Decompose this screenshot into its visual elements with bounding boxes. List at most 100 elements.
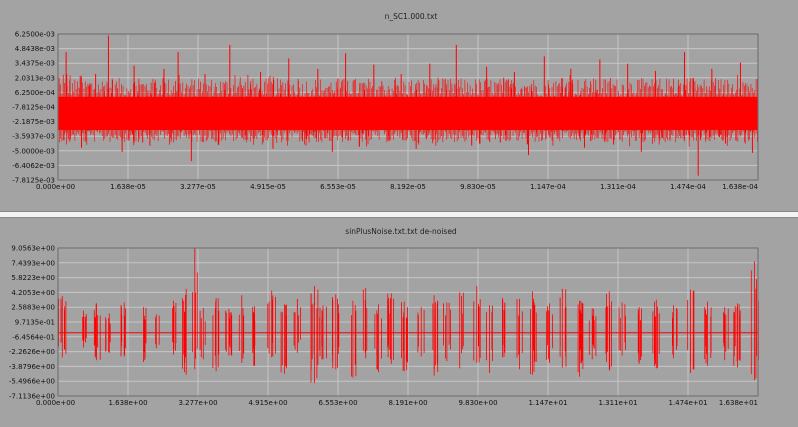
x-tick-label: 1.311e-04 [600,183,636,191]
series-burst [58,296,67,358]
y-tick-label: -7.8125e-04 [12,104,55,112]
series-burst [143,307,147,362]
x-tick-label: 9.830e+00 [458,399,497,407]
series-burst [199,308,206,360]
series-burst [293,298,301,353]
series-burst [723,307,729,361]
series-burst [351,300,357,378]
series-burst [637,307,642,364]
x-tick-label: 6.553e-05 [320,183,356,191]
series-burst [417,307,425,357]
series-burst [362,287,368,359]
series-burst [733,303,741,368]
series-burst [502,297,506,358]
top-chart-panel: n_SC1.000.txt 6.2500e-03 4.8438e-03 3.4375… [0,0,798,211]
x-tick-label: 8.191e+00 [388,399,427,407]
series-burst [319,305,327,360]
series-burst [82,310,87,348]
x-tick-label: 1.147e-04 [530,183,566,191]
y-tick-label: -3.8796e+00 [9,363,55,371]
series-burst [332,294,340,370]
y-tick-label: 9.7135e-01 [15,319,55,327]
y-tick-label: 2.0313e-03 [15,74,55,82]
series-burst [473,286,481,363]
series-burst [105,313,111,353]
series-burst [652,299,660,369]
x-tick-label: 1.638e+00 [108,399,147,407]
x-tick-label: 1.311e+01 [598,399,637,407]
series-burst [374,304,382,373]
bottom-chart-title: sinPlusNoise.txt.txt de-noised [345,227,457,236]
y-tick-label: -6.4062e-03 [12,162,55,170]
series-burst [93,303,101,361]
series-burst [559,288,567,368]
x-tick-label: 1.638e-05 [110,183,146,191]
series-burst [387,293,394,364]
x-tick-label: 3.277e+00 [178,399,217,407]
series-burst [267,290,276,358]
top-chart-title: n_SC1.000.txt [385,12,438,21]
x-tick-label: 0.000e+00 [36,183,75,191]
y-tick-label: -3.5937e-03 [12,133,55,141]
x-tick-label: 9.830e-05 [460,183,496,191]
y-tick-label: 6.2500e-04 [15,89,56,97]
x-tick-label: 4.915e+00 [248,399,287,407]
x-tick-label: 1.638e-04 [722,183,758,191]
bottom-chart: sinPlusNoise.txt.txt de-noised 9.0563e+0… [9,227,759,407]
series-burst [618,302,626,356]
series-burst [443,302,451,362]
series-burst [280,304,287,374]
y-tick-label: -2.1875e-03 [12,118,55,126]
top-chart-frame [57,33,759,181]
x-tick-label: 3.277e-05 [180,183,216,191]
panel-divider[interactable] [0,211,798,218]
y-tick-label: 6.2500e-03 [15,31,55,39]
y-tick-label: 2.5883e+00 [11,304,55,312]
series-burst [212,297,220,372]
bottom-chart-panel: sinPlusNoise.txt.txt de-noised 9.0563e+0… [0,218,798,427]
series-burst [546,303,553,363]
y-tick-label: -2.2626e+00 [9,348,55,356]
series-burst [225,308,233,356]
series-burst [238,295,245,363]
series-burst [486,305,493,373]
y-tick-label: -5.0000e-03 [12,147,55,155]
y-tick-label: -5.4966e+00 [9,378,55,386]
series-burst [750,261,759,381]
y-tick-label: 3.4375e-03 [15,60,55,68]
y-tick-label: -7.8125e-03 [12,177,55,185]
x-tick-label: 0.000e+00 [36,399,75,407]
y-tick-label: -7.1136e+00 [9,393,55,401]
series-burst [182,288,187,375]
series-burst [516,298,523,370]
series-burst [530,291,537,375]
y-tick-label: 5.8223e+00 [11,274,55,282]
series-minor-spikes [58,74,751,147]
x-tick-label: 1.474e-04 [670,183,706,191]
series-burst [605,291,612,371]
x-tick-label: 1.474e+01 [668,399,707,407]
series-burst [687,289,695,373]
series-burst [459,292,464,369]
y-tick-label: 7.4393e+00 [11,259,55,267]
series-burst [120,302,126,357]
x-tick-label: 1.147e+01 [528,399,567,407]
y-tick-label: 4.2053e+00 [11,289,55,297]
series-burst [672,305,678,359]
y-tick-label: 4.8438e-03 [15,45,55,53]
series-burst [401,301,408,372]
x-tick-label: 8.192e-05 [390,183,426,191]
series-burst [192,248,198,370]
bottom-chart-frame [57,247,759,397]
series-burst [252,306,256,366]
series-burst [432,295,439,376]
y-tick-label: -6.4564e-01 [12,333,55,341]
series-burst [588,308,597,360]
x-tick-label: 1.638e+01 [719,399,758,407]
y-tick-label: 9.0563e+00 [11,245,55,253]
x-tick-label: 4.915e-05 [250,183,286,191]
series-burst [577,300,584,377]
series-burst [172,300,177,355]
series-burst [155,314,160,349]
series-burst [704,301,712,366]
